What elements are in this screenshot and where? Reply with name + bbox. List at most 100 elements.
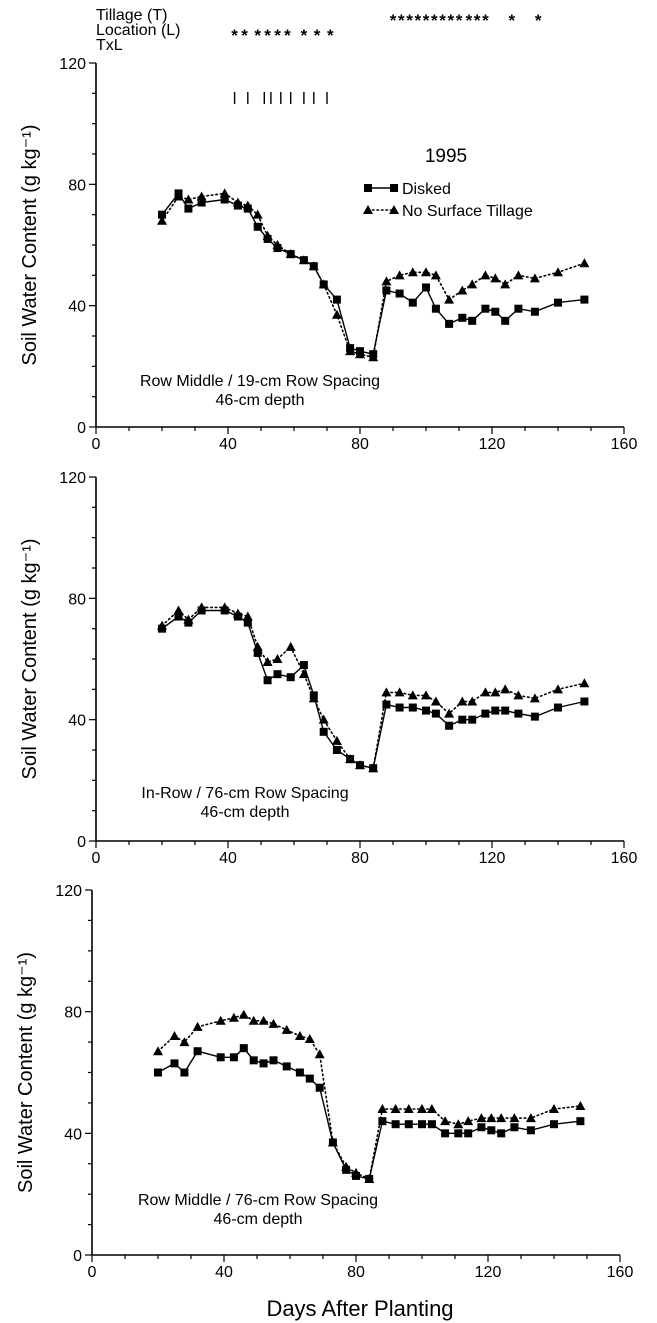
data-point-disked xyxy=(422,283,430,292)
data-point-no-surface-tillage xyxy=(232,197,243,207)
data-point-disked xyxy=(576,1117,585,1126)
data-point-disked xyxy=(259,1059,268,1068)
data-point-no-surface-tillage xyxy=(262,657,273,667)
tillage-significance-mark: * xyxy=(466,11,473,30)
data-point-disked xyxy=(295,1068,304,1077)
data-point-disked xyxy=(481,304,490,313)
data-point-disked xyxy=(197,198,206,207)
y-tick-label: 40 xyxy=(68,299,86,316)
tillage-significance-mark: * xyxy=(456,11,463,30)
x-tick-label: 120 xyxy=(479,850,506,867)
y-tick-label: 40 xyxy=(64,1126,82,1143)
x-tick-label: 160 xyxy=(611,850,638,867)
data-point-disked xyxy=(408,298,417,307)
x-tick-label: 80 xyxy=(351,850,369,867)
location-significance-mark: * xyxy=(284,26,291,45)
data-point-disked xyxy=(263,676,272,685)
data-point-disked xyxy=(216,1053,225,1062)
data-point-no-surface-tillage xyxy=(430,696,441,706)
chart-panel-3: 0 40 80 120 160 0 40 80 120 Soil Water Content (g… xyxy=(15,883,633,1281)
data-point-disked xyxy=(481,709,490,718)
data-point-no-surface-tillage xyxy=(421,267,431,277)
tillage-significance-mark: * xyxy=(535,11,542,30)
data-point-no-surface-tillage xyxy=(232,608,243,618)
data-point-disked xyxy=(158,210,166,219)
panel-annotation-line1: In-Row / 76-cm Row Spacing xyxy=(141,785,348,802)
data-point-no-surface-tillage xyxy=(248,1015,259,1025)
data-point-no-surface-tillage xyxy=(341,1161,352,1171)
panel-annotation-line1: Row Middle / 76-cm Row Spacing xyxy=(138,1192,378,1209)
data-point-no-surface-tillage xyxy=(364,1173,375,1183)
data-point-no-surface-tillage xyxy=(529,273,540,283)
data-point-no-surface-tillage xyxy=(272,240,283,249)
data-point-no-surface-tillage xyxy=(331,735,342,745)
data-point-no-surface-tillage xyxy=(457,285,468,295)
data-point-no-surface-tillage xyxy=(308,693,319,703)
data-point-no-surface-tillage xyxy=(390,1104,401,1113)
x-tick-label: 120 xyxy=(479,436,506,453)
data-point-no-surface-tillage xyxy=(444,708,455,718)
data-point-no-surface-tillage xyxy=(351,1167,361,1177)
data-point-no-surface-tillage xyxy=(173,605,184,615)
data-point-no-surface-tillage xyxy=(355,349,365,359)
chart-panel-1: 0 40 80 120 160 0 40 80 120 Soil Water Content (g… xyxy=(19,56,637,453)
significance-header: Tillage (T) Location (L) TxL * * * * * * * * * * *… xyxy=(96,7,542,104)
data-point-no-surface-tillage xyxy=(394,687,405,697)
location-significance-mark: * xyxy=(327,26,334,45)
data-point-no-surface-tillage xyxy=(157,215,167,225)
data-point-disked xyxy=(445,319,454,328)
x-tick-label: 0 xyxy=(92,850,101,867)
legend-marker-disked xyxy=(390,184,398,192)
data-point-no-surface-tillage xyxy=(381,687,392,697)
data-point-no-surface-tillage xyxy=(457,696,468,706)
data-point-no-surface-tillage xyxy=(579,678,590,688)
data-point-no-surface-tillage xyxy=(480,687,491,697)
data-point-no-surface-tillage xyxy=(314,1049,325,1059)
location-significance-mark: * xyxy=(274,26,281,45)
data-point-no-surface-tillage xyxy=(228,1012,239,1022)
data-point-disked xyxy=(501,316,510,325)
data-point-no-surface-tillage xyxy=(549,1104,559,1113)
data-point-no-surface-tillage xyxy=(394,270,405,280)
y-tick-label: 120 xyxy=(59,56,86,73)
y-axis-title: Soil Water Content (g kg⁻¹) xyxy=(19,538,41,779)
legend-label-no-surface-tillage: No Surface Tillage xyxy=(402,203,533,220)
series-line-no-surface-tillage xyxy=(161,606,586,770)
x-axis-title: Days After Planting xyxy=(266,1296,453,1321)
data-point-no-surface-tillage xyxy=(308,261,319,271)
data-point-no-surface-tillage xyxy=(183,194,194,204)
data-point-no-surface-tillage xyxy=(529,693,540,703)
data-point-disked xyxy=(514,304,523,313)
tillage-significance-mark: * xyxy=(439,11,446,30)
data-point-disked xyxy=(273,670,282,679)
tillage-significance-mark: * xyxy=(414,11,421,30)
data-point-no-surface-tillage xyxy=(298,669,309,679)
data-point-disked xyxy=(404,1120,413,1129)
data-point-no-surface-tillage xyxy=(500,684,511,694)
chart-panels: 0 40 80 120 160 0 40 80 120 Soil Water Content (g… xyxy=(15,56,637,1281)
data-point-disked xyxy=(229,1053,238,1062)
data-point-disked xyxy=(418,1120,426,1129)
data-point-no-surface-tillage xyxy=(381,276,392,286)
data-point-no-surface-tillage xyxy=(440,1116,451,1126)
data-point-disked xyxy=(514,709,523,718)
data-point-no-surface-tillage xyxy=(509,1113,520,1123)
tillage-significance-mark: * xyxy=(508,11,515,30)
legend-marker-no-surface-tillage xyxy=(389,205,399,214)
tillage-significance-mark: * xyxy=(447,11,454,30)
data-point-no-surface-tillage xyxy=(285,641,296,651)
data-point-no-surface-tillage xyxy=(238,1009,249,1019)
location-significance-mark: * xyxy=(241,26,248,45)
tillage-significance-mark: * xyxy=(423,11,430,30)
data-point-no-surface-tillage xyxy=(417,1104,427,1113)
data-point-no-surface-tillage xyxy=(298,255,309,265)
location-significance-mark: * xyxy=(314,26,321,45)
data-point-no-surface-tillage xyxy=(575,1100,586,1110)
data-point-no-surface-tillage xyxy=(490,687,501,697)
data-point-no-surface-tillage xyxy=(407,267,418,277)
x-tick-label: 160 xyxy=(607,1264,634,1281)
data-point-no-surface-tillage xyxy=(500,279,511,289)
location-significance-mark: * xyxy=(231,26,238,45)
data-point-disked xyxy=(382,700,391,709)
